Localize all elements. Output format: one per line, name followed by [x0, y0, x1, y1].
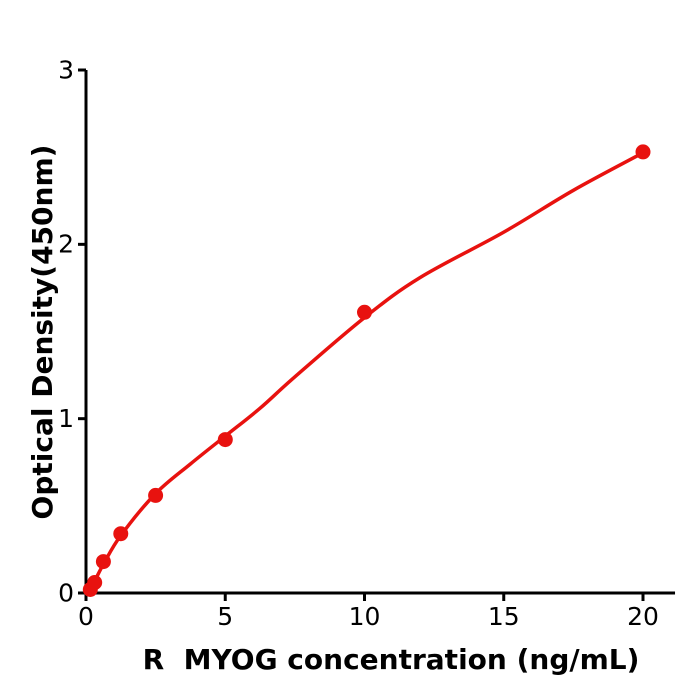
- x-tick-label-10: 10: [349, 602, 381, 631]
- y-axis-tick-labels: 0 1 2 3: [58, 55, 74, 607]
- data-point: [148, 487, 164, 503]
- x-tick-label-5: 5: [217, 602, 233, 631]
- y-axis-ticks: [78, 68, 86, 595]
- x-axis-label: R MYOG concentration (ng/mL): [143, 643, 640, 676]
- data-point: [635, 144, 651, 160]
- data-points: [82, 144, 651, 597]
- x-axis-tick-labels: 0 5 10 15 20: [78, 602, 659, 631]
- x-tick-label-0: 0: [78, 602, 94, 631]
- y-tick-label-0: 0: [58, 578, 74, 607]
- x-tick-label-15: 15: [488, 602, 520, 631]
- data-point: [357, 304, 372, 320]
- y-tick-label-1: 1: [58, 404, 74, 433]
- y-tick-label-2: 2: [58, 230, 74, 259]
- data-point: [113, 526, 129, 542]
- y-tick-label-3: 3: [58, 55, 74, 84]
- y-axis-label: Optical Density(450nm): [26, 145, 59, 520]
- data-point: [217, 432, 233, 448]
- fitted-standard-curve-line: [84, 151, 645, 595]
- data-point: [87, 575, 103, 590]
- axis-spines: [84, 70, 676, 595]
- data-point: [95, 554, 111, 570]
- x-tick-label-20: 20: [627, 602, 659, 631]
